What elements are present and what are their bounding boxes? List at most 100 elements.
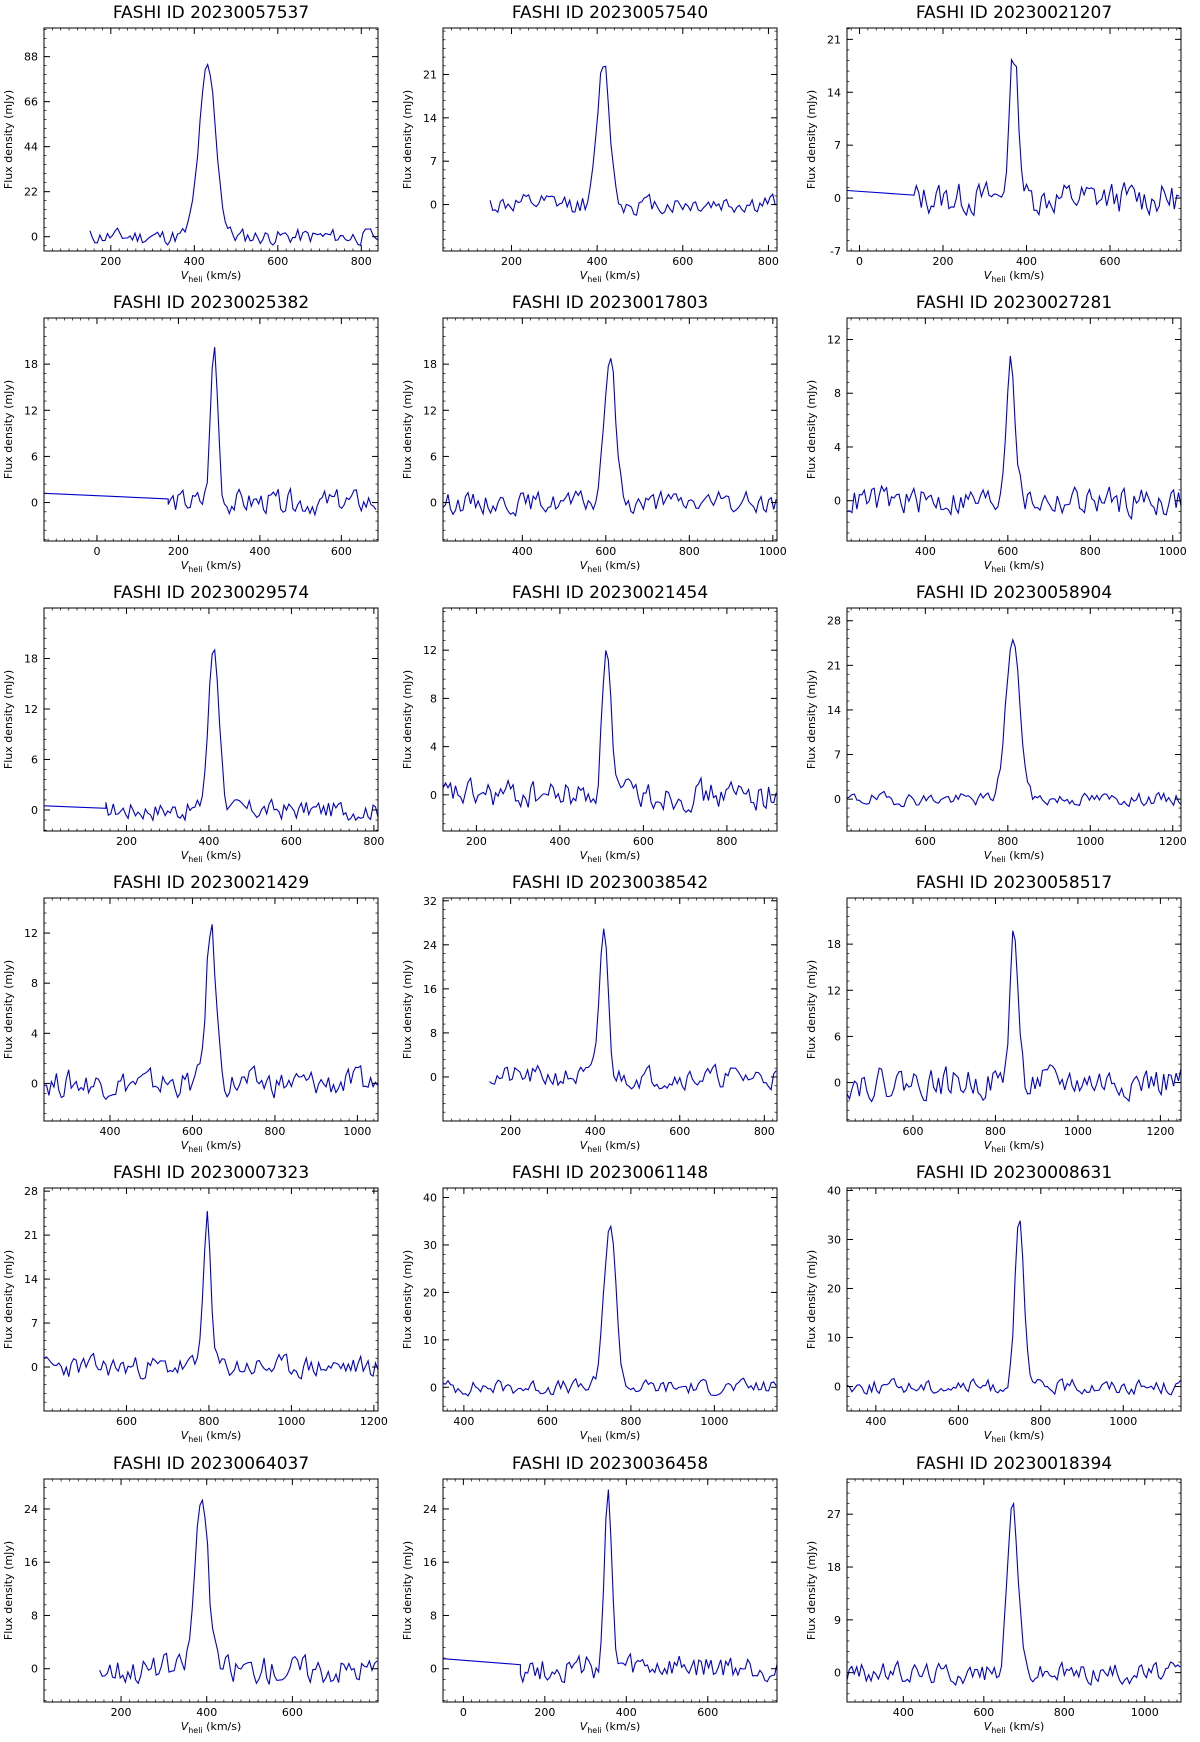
x-axis-label: Vheli (km/s) <box>580 269 641 284</box>
y-tick-label: 24 <box>24 1503 38 1516</box>
spectrum-plot: 600 800 1000 1200 0 6 12 18 Vheli (km/s) Flux den… <box>805 897 1182 1154</box>
spectrum-plot: 400 600 800 1000 0 9 18 27 Vheli (km/s) Flux dens… <box>805 1478 1182 1735</box>
plot-frame <box>846 1478 1182 1703</box>
y-tick-label: 0 <box>834 1667 841 1680</box>
plot-frame <box>846 607 1182 832</box>
y-tick-label: 6 <box>31 450 38 463</box>
x-tick-label: 400 <box>1016 255 1037 268</box>
y-tick-label: 0 <box>31 1663 38 1676</box>
x-tick-label: 0 <box>93 545 100 558</box>
panel-title: FASHI ID 20230036458 <box>511 1454 709 1474</box>
y-tick-label: 0 <box>430 497 437 510</box>
x-tick-label: 600 <box>669 1125 690 1138</box>
x-tick-label: 600 <box>948 1415 969 1428</box>
x-axis-label: Vheli (km/s) <box>181 1720 242 1735</box>
y-tick-label: 0 <box>834 192 841 205</box>
spectrum-line <box>442 1224 777 1397</box>
y-axis-label: Flux density (mJy) <box>2 960 15 1059</box>
x-tick-label: 600 <box>697 1706 718 1719</box>
y-tick-label: 14 <box>827 704 841 717</box>
y-tick-label: 16 <box>24 1556 38 1569</box>
y-tick-label: 8 <box>31 1609 38 1622</box>
x-tick-label: 800 <box>1030 1415 1051 1428</box>
plot-frame <box>43 897 379 1122</box>
x-tick-label: 600 <box>282 1706 303 1719</box>
plot-frame <box>43 1187 379 1412</box>
panel-title: FASHI ID 20230064037 <box>112 1454 310 1474</box>
x-tick-label: 1200 <box>1146 1125 1174 1138</box>
x-tick-label: 200 <box>501 255 522 268</box>
x-tick-label: 600 <box>267 255 288 268</box>
y-tick-label: 18 <box>423 358 437 371</box>
y-axis-label: Flux density (mJy) <box>805 1250 818 1349</box>
panel-title: FASHI ID 20230058904 <box>915 583 1113 603</box>
x-tick-label: 800 <box>985 1125 1006 1138</box>
x-tick-label: 400 <box>915 545 936 558</box>
y-tick-label: 0 <box>430 1663 437 1676</box>
y-axis-label: Flux density (mJy) <box>401 670 414 769</box>
y-tick-label: 4 <box>31 1027 38 1040</box>
x-axis-label: Vheli (km/s) <box>580 1720 641 1735</box>
y-tick-label: 44 <box>24 141 38 154</box>
y-tick-label: 9 <box>834 1614 841 1627</box>
y-tick-label: -7 <box>830 245 841 258</box>
panel-title: FASHI ID 20230029574 <box>112 583 310 603</box>
y-tick-label: 0 <box>430 1071 437 1084</box>
spectrum-plot: 200 400 600 800 0 8 16 24 32 Vheli (km/s) Flux den… <box>401 895 778 1154</box>
plot-frame <box>442 1187 778 1412</box>
y-axis-label: Flux density (mJy) <box>2 1541 15 1640</box>
plot-frame <box>442 317 778 542</box>
y-tick-label: 6 <box>834 1030 841 1043</box>
y-tick-label: 16 <box>423 983 437 996</box>
x-tick-label: 400 <box>184 255 205 268</box>
x-tick-label: 400 <box>196 1706 217 1719</box>
plot-frame <box>442 897 778 1122</box>
x-tick-label: 800 <box>716 835 737 848</box>
x-tick-label: 1200 <box>360 1415 388 1428</box>
x-tick-label: 1000 <box>343 1125 371 1138</box>
y-tick-label: 0 <box>31 1077 38 1090</box>
x-tick-label: 1000 <box>1131 1706 1159 1719</box>
x-tick-label: 200 <box>100 255 121 268</box>
x-tick-label: 600 <box>633 835 654 848</box>
y-tick-label: 7 <box>834 139 841 152</box>
x-tick-label: 1200 <box>1159 835 1187 848</box>
y-tick-label: 88 <box>24 51 38 64</box>
y-tick-label: 40 <box>827 1184 841 1197</box>
plot-frame <box>846 1187 1182 1412</box>
y-axis-label: Flux density (mJy) <box>805 380 818 479</box>
y-axis-label: Flux density (mJy) <box>401 1541 414 1640</box>
panel-title: FASHI ID 20230057537 <box>112 3 310 23</box>
panel-title: FASHI ID 20230007323 <box>112 1163 310 1183</box>
y-tick-label: 20 <box>423 1286 437 1299</box>
y-tick-label: 18 <box>24 358 38 371</box>
x-tick-label: 800 <box>198 1415 219 1428</box>
spectrum-line <box>846 930 1182 1103</box>
x-tick-label: 400 <box>99 1125 120 1138</box>
y-tick-label: 4 <box>430 741 437 754</box>
spectrum-plot: 200 400 600 0 8 16 24 Vheli (km/s) Flux density … <box>2 1478 379 1735</box>
y-tick-label: 0 <box>31 231 38 244</box>
x-tick-label: 400 <box>587 255 608 268</box>
x-tick-label: 800 <box>758 255 779 268</box>
x-tick-label: 200 <box>534 1706 555 1719</box>
spectrum-line <box>43 648 379 823</box>
x-tick-label: 1000 <box>1159 545 1187 558</box>
y-axis-label: Flux density (mJy) <box>805 960 818 1059</box>
y-tick-label: 21 <box>827 33 841 46</box>
panel-title: FASHI ID 20230008631 <box>915 1163 1113 1183</box>
x-tick-label: 1000 <box>700 1415 728 1428</box>
y-tick-label: 32 <box>423 895 437 908</box>
x-tick-label: 1000 <box>1076 835 1104 848</box>
x-tick-label: 400 <box>249 545 270 558</box>
spectrum-plot: 200 400 600 800 0 22 44 66 88 Vheli (km/s) Flux de… <box>2 27 379 284</box>
x-axis-label: Vheli (km/s) <box>984 559 1045 574</box>
spectrum-plot: 200 400 600 800 0 6 12 18 Vheli (km/s) Flux densi… <box>2 607 384 864</box>
x-tick-label: 0 <box>856 255 863 268</box>
spectrum-line <box>489 928 777 1092</box>
x-tick-label: 400 <box>893 1706 914 1719</box>
x-tick-label: 800 <box>1080 545 1101 558</box>
y-tick-label: 24 <box>423 939 437 952</box>
y-tick-label: 7 <box>31 1317 38 1330</box>
x-tick-label: 600 <box>595 545 616 558</box>
